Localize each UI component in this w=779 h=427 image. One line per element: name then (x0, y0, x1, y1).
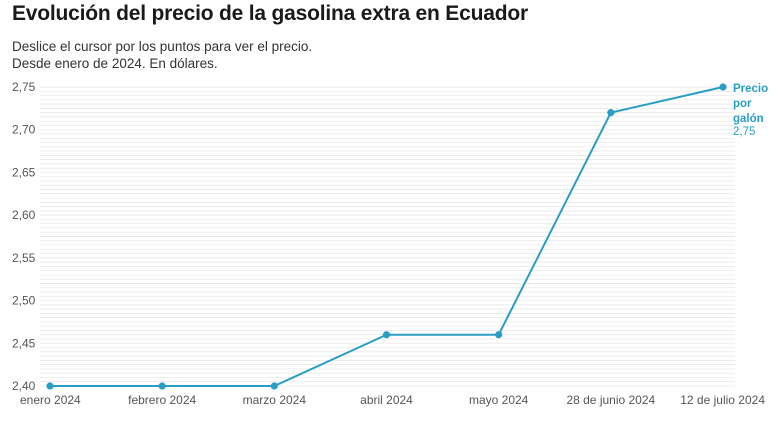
data-point[interactable] (607, 109, 615, 117)
y-tick-label: 2,50 (12, 294, 36, 308)
chart-subtitle: Deslice el cursor por los puntos para ve… (12, 38, 312, 72)
y-tick-label: 2,65 (12, 165, 36, 179)
series-price-per-gallon (46, 83, 727, 390)
end-label-line-3: galón (733, 113, 764, 125)
y-tick-label: 2,70 (12, 123, 36, 137)
series-end-label: Precio por galón 2,75 (733, 83, 768, 138)
data-point[interactable] (158, 382, 166, 390)
grid-lines (40, 86, 735, 387)
x-axis-ticks: enero 2024 febrero 2024 marzo 2024 abril 20… (20, 393, 765, 407)
x-tick-label: febrero 2024 (128, 393, 196, 407)
data-point[interactable] (382, 331, 391, 339)
x-tick-label: marzo 2024 (243, 393, 307, 407)
x-tick-label: abril 2024 (360, 393, 413, 407)
subtitle-line-1: Deslice el cursor por los puntos para ve… (12, 39, 313, 54)
y-axis-ticks: 2,40 2,45 2,50 2,55 2,60 2,65 2,70 2,75 (12, 80, 36, 393)
end-label-line-1: Precio (733, 83, 768, 95)
data-point[interactable] (46, 382, 54, 390)
y-tick-label: 2,60 (12, 208, 36, 222)
x-tick-label: mayo 2024 (469, 393, 529, 407)
end-label-value: 2,75 (733, 126, 755, 138)
data-point[interactable] (270, 382, 278, 390)
y-tick-label: 2,55 (12, 251, 36, 265)
y-tick-label: 2,45 (12, 336, 36, 350)
y-tick-label: 2,75 (12, 80, 36, 94)
data-point[interactable] (719, 83, 727, 91)
subtitle-line-2: Desde enero de 2024. En dólares. (12, 56, 218, 71)
y-tick-label: 2,40 (12, 379, 36, 393)
end-label-line-2: por (733, 98, 752, 110)
chart-title: Evolución del precio de la gasolina extr… (12, 2, 528, 25)
x-tick-label: enero 2024 (20, 393, 81, 407)
x-tick-label: 12 de julio 2024 (680, 393, 765, 407)
data-point[interactable] (495, 331, 503, 339)
x-tick-label: 28 de junio 2024 (566, 393, 655, 407)
